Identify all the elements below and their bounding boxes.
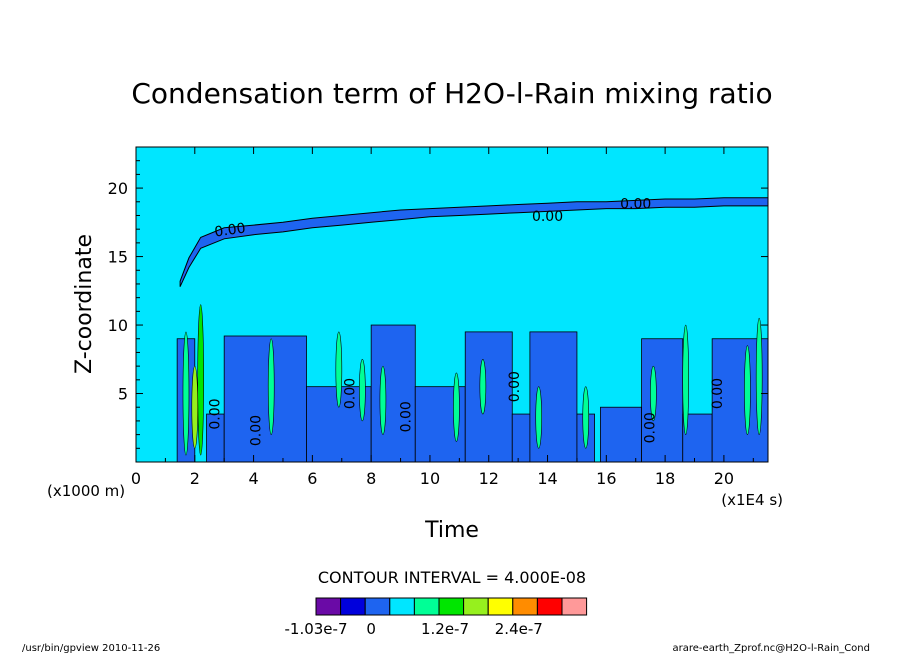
x-tick-label: 0 xyxy=(131,469,141,488)
x-tick-label: 14 xyxy=(537,469,557,488)
colorbar: -1.03e-7 0 1.2e-7 2.4e-7 xyxy=(285,597,588,638)
x-tick-label: 4 xyxy=(248,469,258,488)
contour-label: 0.00 xyxy=(207,398,223,429)
contour-interval-text: CONTOUR INTERVAL = 4.000E-08 xyxy=(318,568,586,587)
colorbar-swatch xyxy=(536,597,563,616)
x-tick-label: 20 xyxy=(714,469,734,488)
negative-region-cell xyxy=(641,338,684,462)
colorbar-swatch xyxy=(487,597,514,616)
positive-streak-group xyxy=(182,304,763,456)
footer-left: /usr/bin/gpview 2010-11-26 xyxy=(22,643,160,654)
upper-negative-band-group xyxy=(179,197,768,287)
colorbar-swatch xyxy=(463,597,489,616)
contour-label: 0.00 xyxy=(343,378,359,409)
y-tick-label: 5 xyxy=(118,385,128,404)
positive-streak xyxy=(755,317,763,435)
y-tick-label: 10 xyxy=(108,316,128,335)
colorbar-swatch xyxy=(315,597,342,616)
colorbar-swatch xyxy=(340,597,366,616)
positive-streak xyxy=(379,365,387,435)
colorbar-swatch xyxy=(561,597,588,616)
colorbar-swatch xyxy=(512,597,538,616)
positive-streak xyxy=(682,324,689,435)
x-tick-label: 8 xyxy=(366,469,376,488)
chart-title: Condensation term of H2O-l-Rain mixing r… xyxy=(131,77,772,110)
colorbar-label: -1.03e-7 xyxy=(285,620,348,638)
x-tick-label: 10 xyxy=(420,469,440,488)
contour-label: 0.00 xyxy=(398,401,414,432)
positive-streak xyxy=(335,331,343,408)
positive-streak xyxy=(582,386,590,449)
x-tick-label: 2 xyxy=(190,469,200,488)
y-tick-label: 15 xyxy=(108,248,128,267)
y-axis-label: Z-coordinate xyxy=(72,234,97,374)
y-tick-label: 20 xyxy=(108,179,128,198)
positive-streak xyxy=(191,365,199,449)
positive-streak xyxy=(267,338,275,435)
colorbar-label: 2.4e-7 xyxy=(495,620,543,638)
positive-streak xyxy=(744,345,751,435)
negative-region-group xyxy=(176,324,768,462)
positive-streak xyxy=(479,358,487,415)
x-unit-label: (x1E4 s) xyxy=(721,491,783,509)
colorbar-label: 0 xyxy=(366,620,376,638)
contour-label: 0.00 xyxy=(214,220,247,240)
negative-region-cell xyxy=(464,331,513,462)
contour-label: 0.00 xyxy=(507,371,523,402)
footer-right: arare-earth_Zprof.nc@H2O-l-Rain_Cond xyxy=(673,643,870,654)
positive-streak xyxy=(182,331,190,456)
positive-streak xyxy=(535,386,543,449)
y-axis: 5 10 15 20 xyxy=(108,160,768,449)
contour-label: 0.00 xyxy=(532,209,563,225)
x-tick-label: 12 xyxy=(479,469,499,488)
positive-streak xyxy=(197,304,204,456)
colorbar-swatch xyxy=(438,597,465,616)
plot-area xyxy=(136,147,768,462)
upper-negative-band xyxy=(179,197,768,287)
contour-label: 0.00 xyxy=(642,412,658,443)
y-unit-label: (x1000 m) xyxy=(47,482,125,500)
x-axis-label: Time xyxy=(424,518,479,543)
contour-label: 0.00 xyxy=(620,197,651,213)
x-tick-label: 16 xyxy=(596,469,616,488)
x-tick-label: 18 xyxy=(655,469,675,488)
plot-frame xyxy=(135,146,769,463)
colorbar-swatch xyxy=(389,597,415,616)
positive-streak xyxy=(650,365,657,422)
negative-region-cell xyxy=(223,335,307,462)
colorbar-swatch xyxy=(364,597,391,616)
x-axis: 0 2 4 6 8 10 12 14 16 18 20 xyxy=(131,147,754,488)
positive-streak xyxy=(359,358,366,422)
contour-label: 0.00 xyxy=(249,415,265,446)
x-tick-label: 6 xyxy=(307,469,317,488)
negative-region-cell xyxy=(511,413,531,462)
colorbar-swatch xyxy=(413,597,440,616)
negative-region-cell xyxy=(600,406,643,462)
contour-label: 0.00 xyxy=(710,378,726,409)
positive-streak xyxy=(453,372,460,442)
contour-label-group: 0.00 0.00 0.00 0.00 0.00 0.00 0.00 0.00 0.00 0.00 xyxy=(207,197,726,447)
negative-region-cell xyxy=(370,324,416,462)
colorbar-label: 1.2e-7 xyxy=(421,620,469,638)
